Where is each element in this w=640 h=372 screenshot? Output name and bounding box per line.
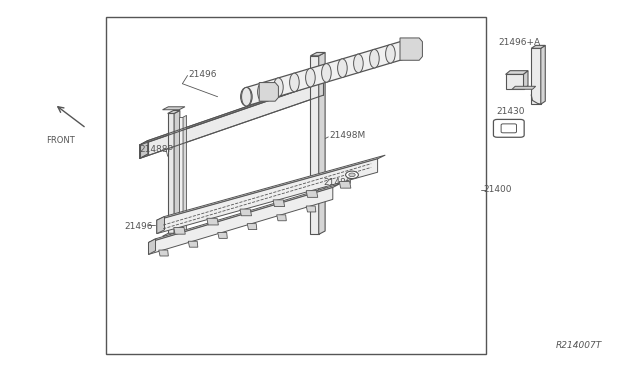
Ellipse shape [241,87,252,106]
Polygon shape [157,159,378,234]
Polygon shape [168,110,180,113]
Polygon shape [524,71,528,89]
Polygon shape [276,215,286,221]
Text: 21496: 21496 [125,222,154,231]
FancyBboxPatch shape [493,119,524,137]
Polygon shape [168,113,174,236]
Ellipse shape [258,83,268,101]
Polygon shape [259,83,278,101]
Ellipse shape [273,78,283,96]
Polygon shape [159,250,168,256]
Ellipse shape [385,45,396,63]
Polygon shape [188,241,198,247]
Ellipse shape [338,59,348,77]
Text: R214007T: R214007T [556,341,602,350]
Text: 21498M: 21498M [330,131,366,140]
Text: 21488P: 21488P [140,145,173,154]
Polygon shape [207,218,218,225]
Ellipse shape [290,73,300,92]
Polygon shape [174,110,180,236]
Polygon shape [157,155,385,220]
Polygon shape [512,86,536,89]
Polygon shape [140,82,323,158]
Text: FRONT: FRONT [47,136,75,145]
Polygon shape [148,239,156,254]
Polygon shape [246,40,406,106]
Polygon shape [310,56,319,234]
Polygon shape [506,74,524,89]
Polygon shape [531,48,541,104]
Polygon shape [310,52,325,56]
Polygon shape [157,217,164,234]
Polygon shape [179,117,183,232]
Polygon shape [148,184,340,243]
Text: 21496: 21496 [189,70,218,79]
Circle shape [349,173,355,177]
FancyBboxPatch shape [501,124,516,133]
Polygon shape [339,182,351,188]
Polygon shape [400,38,422,60]
Polygon shape [218,232,227,238]
Polygon shape [273,200,285,206]
Ellipse shape [321,64,332,82]
Polygon shape [163,107,185,110]
Ellipse shape [354,54,364,73]
Polygon shape [306,190,317,197]
Circle shape [346,171,358,179]
Ellipse shape [305,68,315,87]
Polygon shape [240,209,252,216]
Polygon shape [140,77,332,145]
Polygon shape [163,233,185,236]
Polygon shape [541,45,545,104]
Text: 21430: 21430 [496,107,525,116]
Polygon shape [140,141,148,158]
Polygon shape [148,187,333,254]
Ellipse shape [402,40,412,58]
Text: 21400: 21400 [483,185,512,194]
Polygon shape [174,227,186,234]
Ellipse shape [242,87,252,106]
Text: 21496+A: 21496+A [498,38,540,47]
Polygon shape [506,71,528,74]
Ellipse shape [369,49,379,68]
Bar [106,17,486,354]
Polygon shape [319,52,325,234]
Polygon shape [306,206,316,212]
Polygon shape [531,45,545,48]
Polygon shape [183,115,186,232]
Text: 21480: 21480 [324,178,353,187]
Ellipse shape [401,40,412,58]
Polygon shape [247,224,257,230]
